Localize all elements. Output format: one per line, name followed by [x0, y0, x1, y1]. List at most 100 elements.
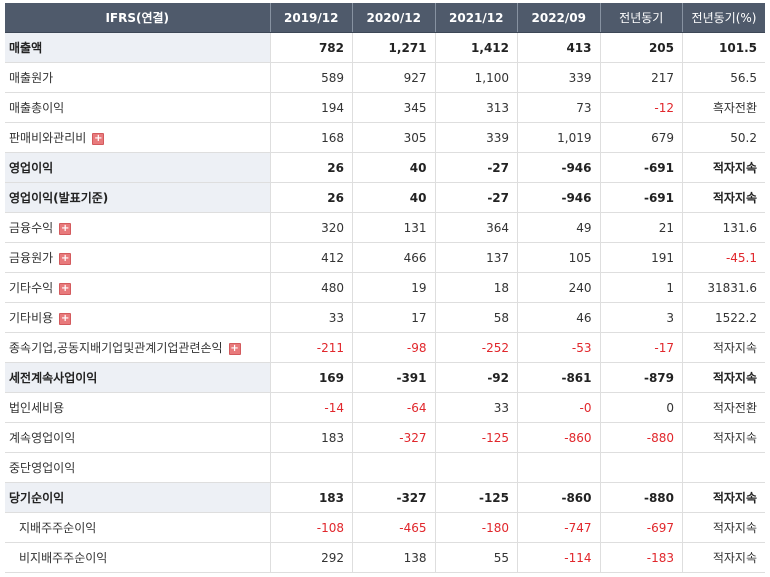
row-label-cell: 법인세비용: [5, 392, 271, 423]
row-label: 지배주주순이익: [19, 521, 97, 535]
value-cell: 191: [600, 242, 683, 273]
value-cell: 927: [352, 62, 436, 93]
value-cell: 1,019: [517, 122, 601, 153]
table-row: 세전계속사업이익 169 -391 -92 -861 -879 적자지속: [5, 362, 765, 393]
header-cell-2021: 2021/12: [435, 3, 518, 33]
value-cell: 782: [270, 32, 353, 63]
row-label-cell[interactable]: 금융원가 +: [5, 242, 271, 273]
value-cell: 1522.2: [682, 302, 765, 333]
value-cell: 50.2: [682, 122, 765, 153]
value-cell: 31831.6: [682, 272, 765, 303]
row-label: 법인세비용: [9, 401, 65, 415]
value-cell: -27: [435, 182, 518, 213]
table-row: 영업이익 26 40 -27 -946 -691 적자지속: [5, 152, 765, 183]
expand-plus-icon[interactable]: +: [228, 343, 241, 355]
expand-plus-icon[interactable]: +: [59, 253, 72, 265]
value-cell: -465: [352, 512, 436, 543]
row-label: 중단영업이익: [9, 461, 76, 475]
table-row: 지배주주순이익 -108 -465 -180 -747 -697 적자지속: [5, 512, 765, 543]
row-label: 기타수익: [9, 281, 54, 295]
income-statement-table: IFRS(연결) 2019/12 2020/12 2021/12 2022/09…: [5, 3, 765, 573]
value-cell: -252: [435, 332, 518, 363]
value-cell: 56.5: [682, 62, 765, 93]
value-cell: 1: [600, 272, 683, 303]
expand-plus-icon[interactable]: +: [92, 133, 105, 145]
table-row: 비지배주주순이익 292 138 55 -114 -183 적자지속: [5, 542, 765, 573]
table-body: 매출액 782 1,271 1,412 413 205 101.5 매출원가 589 927 1,1…: [5, 32, 765, 573]
value-cell: -880: [600, 482, 683, 513]
value-cell: -860: [517, 422, 601, 453]
value-cell: 339: [435, 122, 518, 153]
row-label-cell: 영업이익: [5, 152, 271, 183]
row-label-cell: 중단영업이익: [5, 452, 271, 483]
value-cell: -879: [600, 362, 683, 393]
header-cell-ifrs: IFRS(연결): [5, 3, 271, 33]
value-cell: 적자전환: [682, 392, 765, 423]
table-row: 금융수익 +320 131 364 49 21 131.6: [5, 212, 765, 243]
value-cell: 흑자전환: [682, 92, 765, 123]
table-row: 판매비와관리비 +168 305 339 1,019 679 50.2: [5, 122, 765, 153]
value-cell: 131: [352, 212, 436, 243]
table-row: 매출원가 589 927 1,100 339 217 56.5: [5, 62, 765, 93]
value-cell: -45.1: [682, 242, 765, 273]
row-label: 계속영업이익: [9, 431, 76, 445]
row-label: 매출총이익: [9, 101, 65, 115]
value-cell: 205: [600, 32, 683, 63]
row-label-cell: 계속영업이익: [5, 422, 271, 453]
value-cell: 58: [435, 302, 518, 333]
value-cell: -114: [517, 542, 601, 573]
value-cell: 17: [352, 302, 436, 333]
value-cell: -880: [600, 422, 683, 453]
row-label-cell: 영업이익(발표기준): [5, 182, 271, 213]
value-cell: 1,100: [435, 62, 518, 93]
table-header-row: IFRS(연결) 2019/12 2020/12 2021/12 2022/09…: [5, 3, 765, 33]
expand-plus-icon[interactable]: +: [59, 283, 72, 295]
value-cell: 적자지속: [682, 182, 765, 213]
value-cell: -860: [517, 482, 601, 513]
value-cell: 1,412: [435, 32, 518, 63]
header-cell-2020: 2020/12: [352, 3, 436, 33]
value-cell: 26: [270, 182, 353, 213]
row-label-cell[interactable]: 판매비와관리비 +: [5, 122, 271, 153]
value-cell: [682, 452, 765, 483]
row-label-cell: 매출액: [5, 32, 271, 63]
value-cell: 19: [352, 272, 436, 303]
value-cell: 240: [517, 272, 601, 303]
row-label: 영업이익: [9, 161, 54, 175]
table-row: 당기순이익 183 -327 -125 -860 -880 적자지속: [5, 482, 765, 513]
header-cell-2019: 2019/12: [270, 3, 353, 33]
row-label-cell[interactable]: 종속기업,공동지배기업및관계기업관련손익 +: [5, 332, 271, 363]
table-row: 금융원가 +412 466 137 105 191 -45.1: [5, 242, 765, 273]
value-cell: -27: [435, 152, 518, 183]
table-row: 매출액 782 1,271 1,412 413 205 101.5: [5, 32, 765, 63]
row-label: 금융수익: [9, 221, 54, 235]
row-label: 종속기업,공동지배기업및관계기업관련손익: [9, 341, 223, 355]
row-label: 당기순이익: [9, 491, 65, 505]
value-cell: 217: [600, 62, 683, 93]
value-cell: -946: [517, 152, 601, 183]
value-cell: -17: [600, 332, 683, 363]
value-cell: -180: [435, 512, 518, 543]
row-label-cell[interactable]: 기타비용 +: [5, 302, 271, 333]
value-cell: 49: [517, 212, 601, 243]
expand-plus-icon[interactable]: +: [59, 223, 72, 235]
value-cell: 적자지속: [682, 152, 765, 183]
row-label-cell: 매출총이익: [5, 92, 271, 123]
header-cell-prev-period: 전년동기: [600, 3, 683, 33]
value-cell: 305: [352, 122, 436, 153]
value-cell: -391: [352, 362, 436, 393]
value-cell: [600, 452, 683, 483]
row-label-cell[interactable]: 기타수익 +: [5, 272, 271, 303]
value-cell: 적자지속: [682, 332, 765, 363]
value-cell: -0: [517, 392, 601, 423]
expand-plus-icon[interactable]: +: [59, 313, 72, 325]
value-cell: 412: [270, 242, 353, 273]
value-cell: -98: [352, 332, 436, 363]
value-cell: -861: [517, 362, 601, 393]
row-label: 영업이익(발표기준): [9, 191, 109, 205]
value-cell: 339: [517, 62, 601, 93]
value-cell: 적자지속: [682, 482, 765, 513]
row-label-cell[interactable]: 금융수익 +: [5, 212, 271, 243]
header-cell-prev-period-pct: 전년동기(%): [682, 3, 765, 33]
value-cell: 55: [435, 542, 518, 573]
